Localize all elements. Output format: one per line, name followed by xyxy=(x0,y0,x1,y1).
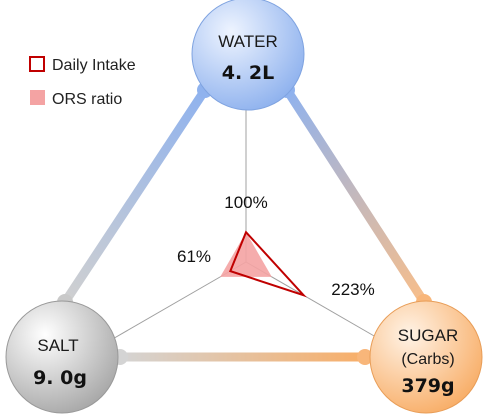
connector-water-salt xyxy=(60,85,210,307)
legend-swatch-daily-intake xyxy=(29,56,45,72)
pct-label-sugar: 223% xyxy=(331,280,374,299)
pct-label-water: 100% xyxy=(224,193,267,212)
node-salt-amount: 9. 0g xyxy=(33,367,87,389)
legend-label-ors-ratio: ORS ratio xyxy=(52,91,122,108)
node-water-name: WATER xyxy=(218,32,278,51)
legend-swatch-ors-ratio xyxy=(30,90,45,105)
node-salt-name: SALT xyxy=(37,336,78,355)
node-salt: SALT 9. 0g xyxy=(5,300,119,414)
series-ors-ratio xyxy=(220,232,272,277)
connector-dot xyxy=(357,349,373,365)
node-sugar: SUGAR (Carbs) 379g xyxy=(369,300,483,414)
node-salt-circle xyxy=(5,300,119,414)
connector-water-sugar xyxy=(282,85,429,307)
node-sugar-subname: (Carbs) xyxy=(401,351,454,368)
connector-bands xyxy=(57,82,432,365)
legend-label-daily-intake: Daily Intake xyxy=(52,57,136,74)
legend: Daily Intake ORS ratio xyxy=(29,56,136,108)
node-sugar-circle xyxy=(369,300,483,414)
node-sugar-name: SUGAR xyxy=(398,326,458,345)
pct-label-salt: 61% xyxy=(177,247,211,266)
series-daily-intake xyxy=(228,230,307,298)
radar-axes xyxy=(111,107,381,340)
node-water: WATER 4. 2L xyxy=(191,0,305,111)
node-water-amount: 4. 2L xyxy=(222,62,274,84)
node-sugar-amount: 379g xyxy=(401,375,454,397)
node-water-circle xyxy=(191,0,305,111)
